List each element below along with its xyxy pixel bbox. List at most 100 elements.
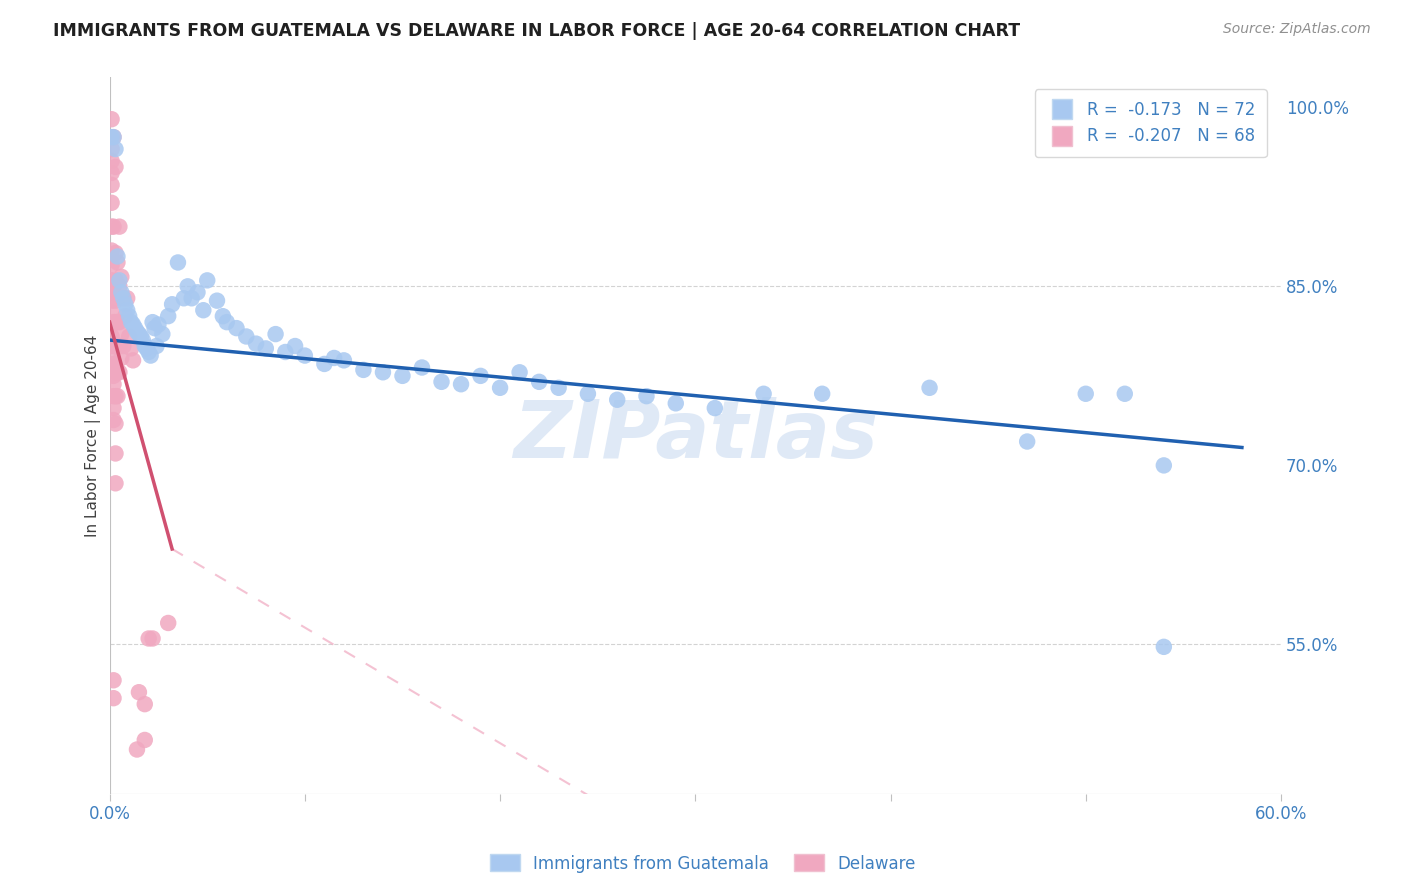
Point bbox=[104, 339, 127, 353]
Point bbox=[118, 329, 141, 343]
Point bbox=[100, 351, 122, 365]
Point bbox=[195, 273, 218, 287]
Point bbox=[110, 285, 132, 300]
Point bbox=[145, 339, 167, 353]
Text: Source: ZipAtlas.com: Source: ZipAtlas.com bbox=[1223, 22, 1371, 37]
Point bbox=[173, 291, 195, 305]
Point bbox=[104, 160, 127, 174]
Point bbox=[115, 291, 138, 305]
Point bbox=[103, 357, 125, 371]
Point bbox=[225, 321, 247, 335]
Point bbox=[112, 291, 135, 305]
Y-axis label: In Labor Force | Age 20-64: In Labor Force | Age 20-64 bbox=[86, 334, 101, 537]
Point bbox=[470, 368, 492, 383]
Point bbox=[274, 345, 297, 359]
Point bbox=[918, 381, 941, 395]
Point bbox=[180, 291, 202, 305]
Point bbox=[107, 339, 129, 353]
Point bbox=[107, 365, 129, 379]
Point bbox=[118, 309, 141, 323]
Point bbox=[547, 381, 569, 395]
Point bbox=[157, 615, 180, 630]
Point bbox=[100, 178, 122, 192]
Point bbox=[122, 353, 145, 368]
Point bbox=[104, 142, 127, 156]
Point bbox=[124, 321, 146, 335]
Point bbox=[103, 691, 125, 706]
Point bbox=[100, 142, 122, 156]
Point bbox=[411, 360, 433, 375]
Point bbox=[100, 318, 122, 332]
Point bbox=[122, 318, 145, 332]
Point bbox=[1114, 386, 1136, 401]
Point bbox=[104, 417, 127, 431]
Point bbox=[215, 315, 238, 329]
Point bbox=[665, 396, 688, 410]
Point bbox=[100, 258, 122, 272]
Point bbox=[110, 269, 132, 284]
Point bbox=[527, 375, 550, 389]
Point bbox=[134, 339, 156, 353]
Point bbox=[108, 315, 131, 329]
Point bbox=[103, 368, 125, 383]
Legend: R =  -0.173   N = 72, R =  -0.207   N = 68: R = -0.173 N = 72, R = -0.207 N = 68 bbox=[1035, 89, 1267, 157]
Point bbox=[1074, 386, 1097, 401]
Point bbox=[100, 285, 122, 300]
Point bbox=[160, 297, 183, 311]
Point bbox=[104, 293, 127, 308]
Point bbox=[112, 291, 135, 305]
Point bbox=[235, 329, 257, 343]
Point bbox=[100, 273, 122, 287]
Point bbox=[110, 351, 132, 365]
Point bbox=[104, 273, 127, 287]
Point bbox=[128, 327, 150, 342]
Point bbox=[108, 219, 131, 234]
Point bbox=[104, 389, 127, 403]
Point bbox=[103, 130, 125, 145]
Point bbox=[333, 353, 356, 368]
Point bbox=[135, 342, 157, 356]
Point bbox=[104, 246, 127, 260]
Point bbox=[142, 315, 165, 329]
Point bbox=[107, 250, 129, 264]
Point bbox=[264, 327, 287, 342]
Point bbox=[125, 742, 148, 756]
Point bbox=[1153, 458, 1175, 473]
Point bbox=[284, 339, 307, 353]
Point bbox=[100, 244, 122, 258]
Point bbox=[752, 386, 775, 401]
Point bbox=[100, 305, 122, 319]
Point bbox=[100, 293, 122, 308]
Point bbox=[114, 297, 136, 311]
Point bbox=[103, 130, 125, 145]
Point bbox=[120, 315, 142, 329]
Point bbox=[134, 733, 156, 747]
Point bbox=[100, 329, 122, 343]
Point bbox=[142, 632, 165, 646]
Point bbox=[1017, 434, 1039, 449]
Point bbox=[108, 273, 131, 287]
Point bbox=[114, 309, 136, 323]
Point bbox=[294, 349, 316, 363]
Point bbox=[110, 327, 132, 342]
Point bbox=[112, 339, 135, 353]
Point bbox=[108, 279, 131, 293]
Point bbox=[636, 389, 658, 403]
Point bbox=[509, 365, 531, 379]
Point bbox=[100, 153, 122, 168]
Point bbox=[150, 327, 173, 342]
Point bbox=[128, 685, 150, 699]
Point bbox=[157, 309, 180, 323]
Point bbox=[104, 363, 127, 377]
Point bbox=[115, 303, 138, 318]
Point bbox=[100, 130, 122, 145]
Point bbox=[129, 329, 152, 343]
Point bbox=[576, 386, 599, 401]
Point bbox=[100, 339, 122, 353]
Point bbox=[134, 697, 156, 711]
Point bbox=[177, 279, 200, 293]
Point bbox=[108, 339, 131, 353]
Point bbox=[148, 318, 170, 332]
Point bbox=[103, 377, 125, 392]
Legend: Immigrants from Guatemala, Delaware: Immigrants from Guatemala, Delaware bbox=[484, 847, 922, 880]
